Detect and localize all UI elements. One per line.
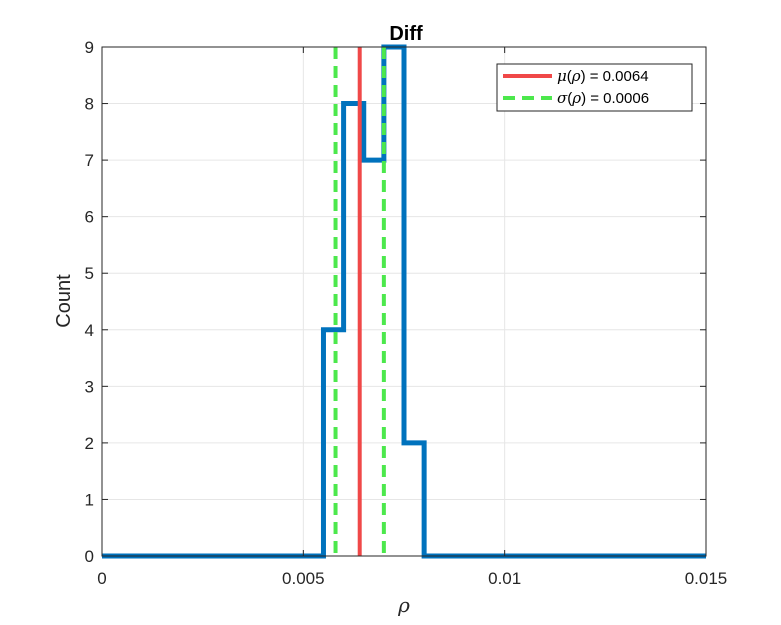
legend-mu-value: 0.0064: [603, 68, 649, 85]
y-tick-label: 3: [85, 377, 94, 396]
y-tick-label: 1: [85, 490, 94, 509]
y-tick-label: 7: [85, 151, 94, 170]
y-tick-label: 8: [85, 95, 94, 114]
histogram-series: [102, 44, 706, 559]
x-tick-label: 0.005: [282, 569, 325, 588]
legend-box: [496, 63, 693, 112]
legend-mu-label: μ(ρ) = 0.0064: [557, 67, 649, 85]
axis-ticks: [101, 46, 707, 557]
plot-frame: [101, 46, 707, 557]
legend-sigma-value: 0.0006: [603, 90, 649, 107]
y-tick-label: 2: [85, 434, 94, 453]
y-tick-label: 9: [85, 38, 94, 57]
x-tick-label: 0: [97, 569, 106, 588]
tick-labels: 0 0.005 0.01 0.015 0 1 2 3 4 5 6 7 8 9: [85, 38, 728, 588]
x-tick-label: 0.015: [685, 569, 728, 588]
y-tick-label: 6: [85, 208, 94, 227]
x-axis-label: ρ: [397, 593, 410, 617]
legend-sigma-label: σ(ρ) = 0.0006: [557, 89, 649, 107]
y-tick-label: 5: [85, 264, 94, 283]
y-axis-label: Count: [53, 274, 75, 328]
y-tick-label: 0: [85, 547, 94, 566]
histogram-outline: [102, 44, 706, 559]
legend: μ(ρ) = 0.0064 σ(ρ) = 0.0006: [496, 63, 693, 112]
chart-title: Diff: [389, 23, 423, 45]
reference-lines: [333, 47, 386, 556]
y-tick-label: 4: [85, 321, 94, 340]
x-tick-label: 0.01: [488, 569, 521, 588]
